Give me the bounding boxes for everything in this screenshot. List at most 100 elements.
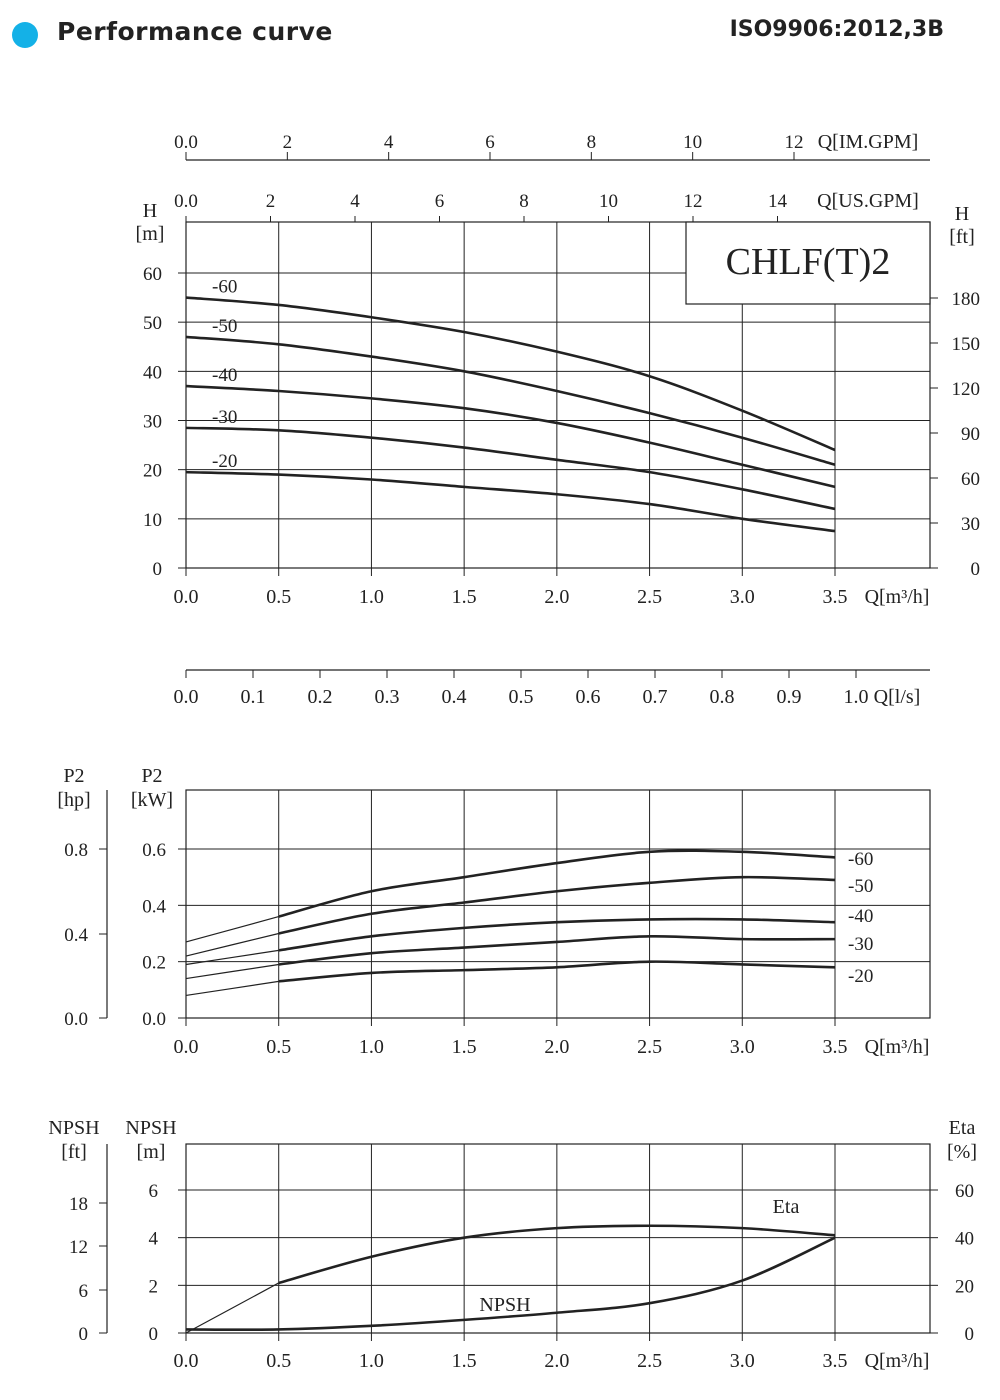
- npsh-y-tick-label: 6: [149, 1181, 159, 1202]
- im-gpm-tick-label: 12: [785, 132, 804, 153]
- head-curve--20: [185, 470, 836, 533]
- power-curve-start--50: [185, 932, 279, 957]
- power-curve-label: -40: [848, 906, 873, 927]
- power-y-unit: [kW]: [131, 789, 173, 811]
- ls-tick-label: 0.6: [576, 686, 601, 708]
- npsh-y-label: NPSH: [125, 1117, 176, 1139]
- power-curve-label: -30: [848, 934, 873, 955]
- head-y-tick-label: 10: [143, 510, 162, 531]
- eta-tick-label: 60: [955, 1181, 974, 1202]
- head-x-tick-label: 1.0: [359, 586, 384, 608]
- npsh-x-tick-label: 2.0: [544, 1350, 569, 1372]
- ls-tick-label: 0.4: [442, 686, 467, 708]
- head-curve-label: -20: [212, 451, 237, 472]
- npsh-x-label: Q[m³/h]: [865, 1350, 930, 1372]
- im-gpm-tick-label: 6: [485, 132, 495, 153]
- power-curve-label: -60: [848, 849, 873, 870]
- head-curve--40: [185, 384, 836, 489]
- us-gpm-tick-label: 4: [350, 191, 360, 212]
- ls-axis-label: Q[l/s]: [874, 686, 921, 708]
- us-gpm-tick-label: 14: [768, 191, 788, 212]
- eta-tick-label: 0: [965, 1324, 975, 1345]
- npsh-y-tick-label: 2: [149, 1276, 159, 1297]
- hp-axis-label: P2: [63, 765, 84, 787]
- power-plot-frame: [185, 789, 931, 1019]
- ls-tick-label: 0.0: [174, 686, 199, 708]
- npsh-y-tick-label: 4: [149, 1229, 159, 1250]
- im-gpm-tick-label: 2: [283, 132, 293, 153]
- npsh-x-tick-label: 2.5: [637, 1350, 662, 1372]
- im-gpm-tick-label: 8: [587, 132, 597, 153]
- npsh-curve: [185, 1236, 836, 1331]
- head-plot-frame: [185, 221, 931, 569]
- power-curve--50: [278, 875, 836, 935]
- test-standard: ISO9906:2012,3B: [729, 17, 944, 42]
- npsh-x-tick-label: 0.5: [266, 1350, 291, 1372]
- us-gpm-tick-label: 6: [435, 191, 445, 212]
- power-x-label: Q[m³/h]: [865, 1036, 930, 1058]
- power-y-tick-label: 0.4: [142, 896, 166, 917]
- power-x-tick-label: 2.5: [637, 1036, 662, 1058]
- head-y2-tick-label: 90: [961, 424, 980, 445]
- ls-tick-label: 0.7: [643, 686, 668, 708]
- head-y2-label: H: [955, 203, 969, 225]
- power-curve-start--40: [185, 949, 279, 966]
- npsh-x-tick-label: 1.0: [359, 1350, 384, 1372]
- im-gpm-tick-label: 0.0: [174, 132, 198, 153]
- head-x-tick-label: 3.5: [823, 586, 848, 608]
- im-gpm-label: Q[IM.GPM]: [818, 131, 919, 153]
- ls-tick-label: 0.1: [241, 686, 266, 708]
- npsh-plot-frame: [185, 1143, 931, 1334]
- power-x-tick-label: 0.0: [174, 1036, 199, 1058]
- power-y-tick-label: 0.6: [142, 840, 166, 861]
- model-label: CHLF(T)2: [726, 241, 891, 283]
- npsh-ft-tick-label: 0: [79, 1324, 89, 1345]
- us-gpm-tick-label: 0.0: [174, 191, 198, 212]
- hp-axis-unit: [hp]: [57, 789, 90, 811]
- ls-tick-label: 0.5: [509, 686, 534, 708]
- power-curve-label: -20: [848, 966, 873, 987]
- us-gpm-tick-label: 2: [266, 191, 276, 212]
- power-x-tick-label: 0.5: [266, 1036, 291, 1058]
- us-gpm-tick-label: 10: [599, 191, 618, 212]
- head-x-tick-label: 1.5: [452, 586, 477, 608]
- power-curve-label: -50: [848, 876, 873, 897]
- page-title: Performance curve: [57, 17, 333, 46]
- npsh-ft-axis-unit: [ft]: [61, 1141, 87, 1163]
- head-x-label: Q[m³/h]: [865, 586, 930, 608]
- head-y-tick-label: 50: [143, 313, 162, 334]
- head-y2-tick-label: 150: [952, 334, 981, 355]
- head-y-tick-label: 20: [143, 461, 162, 482]
- power-curve--20: [278, 960, 836, 983]
- bullet-icon: [12, 22, 38, 48]
- power-curve-start--60: [185, 916, 279, 943]
- im-gpm-tick-label: 10: [683, 132, 702, 153]
- us-gpm-label: Q[US.GPM]: [817, 190, 919, 212]
- power-x-tick-label: 1.0: [359, 1036, 384, 1058]
- ls-tick-label: 1.0: [844, 686, 869, 708]
- head-y-tick-label: 40: [143, 362, 162, 383]
- head-y-tick-label: 30: [143, 412, 162, 433]
- power-y-tick-label: 0.0: [142, 1009, 166, 1030]
- npsh-x-tick-label: 3.5: [823, 1350, 848, 1372]
- head-y-unit: [m]: [136, 223, 165, 245]
- npsh-y-tick-label: 0: [149, 1324, 159, 1345]
- head-y-tick-label: 0: [153, 559, 163, 580]
- power-y-tick-label: 0.2: [142, 953, 166, 974]
- head-curve-label: -50: [212, 316, 237, 337]
- npsh-ft-tick-label: 12: [69, 1237, 88, 1258]
- head-y-tick-label: 60: [143, 264, 162, 285]
- model-label-box: [685, 221, 931, 305]
- eta-curve-label: Eta: [773, 1196, 800, 1218]
- npsh-y-unit: [m]: [137, 1141, 166, 1163]
- head-curve--60: [185, 296, 836, 452]
- head-x-tick-label: 3.0: [730, 586, 755, 608]
- head-x-tick-label: 0.5: [266, 586, 291, 608]
- eta-curve-start: [185, 1282, 279, 1334]
- us-gpm-tick-label: 8: [519, 191, 529, 212]
- power-x-tick-label: 3.0: [730, 1036, 755, 1058]
- head-y2-tick-label: 0: [971, 559, 981, 580]
- head-curve-label: -30: [212, 407, 237, 428]
- eta-tick-label: 20: [955, 1276, 974, 1297]
